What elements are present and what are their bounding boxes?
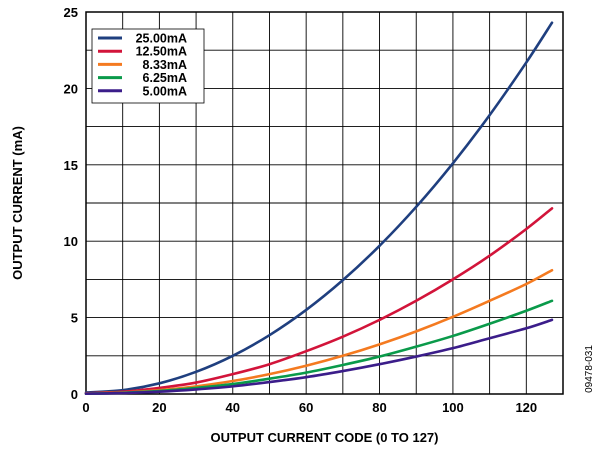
legend-label: 12.50mA [136, 45, 187, 59]
legend-label: 8.33mA [143, 58, 187, 72]
y-tick-label: 25 [64, 5, 78, 20]
grid [86, 12, 563, 394]
x-tick-label: 0 [82, 400, 89, 415]
x-tick-label: 120 [515, 400, 537, 415]
legend-label: 6.25mA [143, 71, 187, 85]
y-axis-ticks: 0 5 10 15 20 25 [64, 5, 78, 402]
x-tick-label: 80 [372, 400, 386, 415]
x-axis-title: OUTPUT CURRENT CODE (0 TO 127) [210, 430, 438, 445]
x-tick-label: 100 [442, 400, 464, 415]
y-tick-label: 5 [71, 311, 78, 326]
x-tick-label: 40 [226, 400, 240, 415]
series-lines [84, 21, 554, 395]
x-tick-label: 60 [299, 400, 313, 415]
y-tick-label: 20 [64, 81, 78, 96]
series-line [84, 207, 554, 395]
y-tick-label: 0 [71, 387, 78, 402]
x-tick-label: 20 [152, 400, 166, 415]
figure-id: 09478-031 [584, 345, 595, 393]
y-axis-title: OUTPUT CURRENT (mA) [10, 126, 25, 280]
series-line [84, 21, 554, 394]
x-axis-ticks: 0 20 40 60 80 100 120 [82, 400, 537, 415]
y-tick-label: 10 [64, 234, 78, 249]
y-tick-label: 15 [64, 158, 78, 173]
plot-frame [85, 11, 564, 395]
series-line [84, 318, 554, 395]
legend-label: 5.00mA [143, 84, 187, 98]
legend-label: 25.00mA [136, 32, 187, 46]
